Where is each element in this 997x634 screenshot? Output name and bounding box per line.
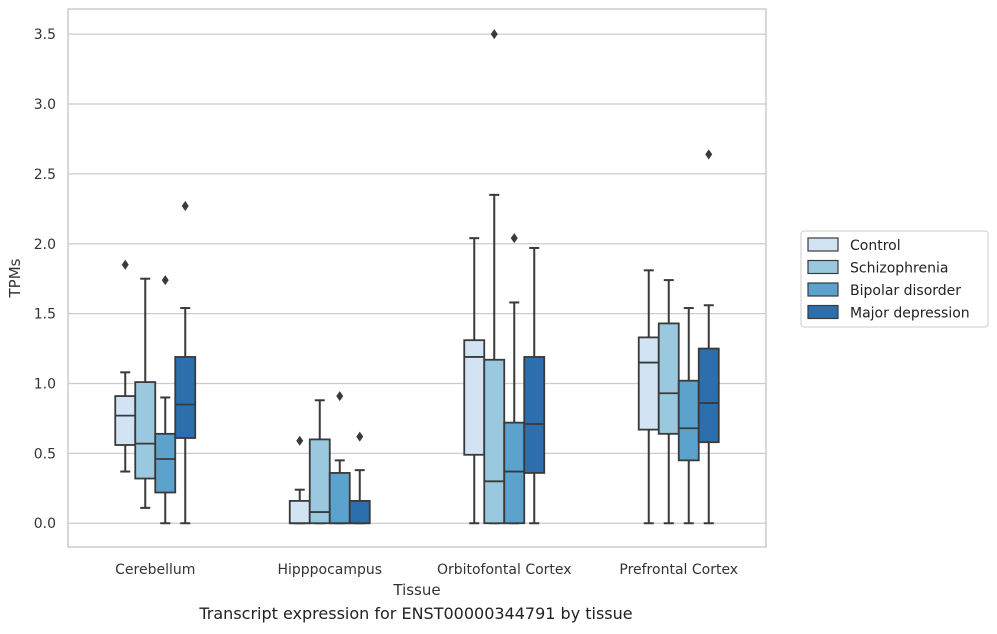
box-bipolar-disorder — [154, 275, 177, 525]
box-schizophrenia — [134, 277, 157, 509]
box-iqr — [154, 432, 177, 494]
legend-frame — [800, 230, 989, 328]
box-iqr — [174, 356, 197, 439]
box-iqr — [657, 322, 680, 435]
legend-label: Control — [850, 238, 901, 254]
box-iqr — [114, 395, 137, 446]
outlier-point — [510, 233, 518, 244]
plot-frame — [67, 8, 767, 548]
outlier-point — [121, 259, 129, 270]
outlier-point — [356, 431, 364, 442]
y-tick-label: 1.0 — [34, 377, 56, 393]
legend-label: Major depression — [850, 306, 970, 322]
box-schizophrenia — [483, 29, 506, 525]
box-control — [114, 259, 137, 473]
legend-swatch — [807, 237, 839, 252]
legend: Control Schizophrenia Bipolar disorder Majo… — [800, 230, 989, 328]
box-control — [463, 237, 486, 525]
box-iqr — [677, 379, 700, 462]
x-axis-label: Tissue — [392, 581, 440, 599]
box-major-depression — [348, 431, 371, 525]
y-tick-label: 0.0 — [34, 516, 56, 532]
x-tick-label: Prefrontal Cortex — [619, 562, 738, 578]
legend-label: Schizophrenia — [850, 261, 948, 277]
y-tick-label: 1.5 — [34, 307, 56, 323]
outlier-point — [161, 275, 169, 286]
box-iqr — [523, 356, 546, 474]
legend-label: Bipolar disorder — [850, 283, 961, 299]
legend-swatch — [807, 259, 839, 275]
y-tick-label: 3.5 — [34, 27, 56, 43]
box-major-depression — [697, 149, 720, 525]
box-schizophrenia — [657, 279, 680, 525]
x-tick-label: Orbitofontal Cortex — [437, 562, 572, 578]
figure-caption: Transcript expression for ENST0000034479… — [199, 604, 633, 623]
x-tick-label: Hipppocampus — [277, 562, 382, 578]
x-tick-labels: Cerebellum Hipppocampus Orbitofontal Corte… — [115, 562, 738, 578]
box-schizophrenia — [308, 399, 331, 525]
outlier-point — [705, 149, 713, 160]
y-axis-label: TPMs — [6, 258, 24, 298]
box-iqr — [308, 438, 331, 525]
x-tick-label: Cerebellum — [115, 562, 195, 578]
legend-swatch — [807, 304, 839, 320]
box-major-depression — [523, 246, 546, 525]
legend-swatch — [807, 282, 839, 297]
box-iqr — [503, 421, 526, 525]
outlier-point — [490, 29, 498, 40]
outlier-point — [181, 201, 189, 212]
boxes — [114, 29, 720, 525]
outlier-point — [336, 391, 344, 402]
y-tick-label: 2.5 — [34, 167, 56, 183]
box-iqr — [348, 499, 371, 525]
y-tick-labels: 0.0 0.5 1.0 1.5 2.0 2.5 3.0 3.5 — [34, 27, 56, 532]
outlier-point — [296, 435, 304, 446]
box-iqr — [637, 336, 660, 431]
y-tick-label: 2.0 — [34, 237, 56, 253]
box-iqr — [134, 381, 157, 480]
box-iqr — [483, 358, 506, 525]
y-tick-label: 0.5 — [34, 446, 56, 462]
box-control — [288, 435, 311, 525]
box-major-depression — [174, 201, 197, 525]
box-bipolar-disorder — [503, 233, 526, 525]
box-iqr — [328, 472, 351, 525]
box-control — [637, 269, 660, 525]
box-bipolar-disorder — [328, 391, 351, 525]
box-iqr — [697, 347, 720, 444]
box-iqr — [288, 499, 311, 525]
box-bipolar-disorder — [677, 307, 700, 525]
y-tick-label: 3.0 — [34, 97, 56, 113]
